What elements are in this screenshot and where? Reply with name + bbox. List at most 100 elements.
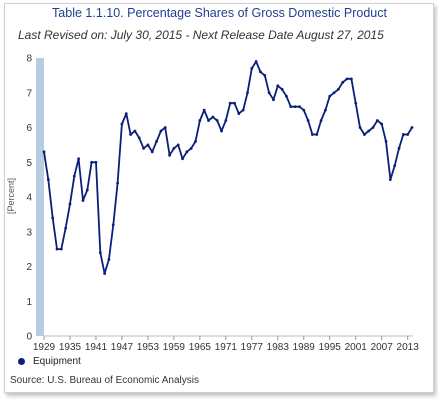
data-point bbox=[98, 251, 102, 255]
data-point bbox=[116, 181, 119, 185]
data-point bbox=[72, 174, 76, 178]
x-tick-label: 1971 bbox=[215, 342, 238, 353]
data-point bbox=[237, 112, 241, 115]
x-tick-label: 1983 bbox=[267, 342, 290, 353]
data-point bbox=[211, 115, 215, 119]
data-point bbox=[254, 60, 258, 63]
data-point bbox=[375, 119, 379, 122]
data-point bbox=[77, 157, 81, 161]
x-tick-label: 1995 bbox=[319, 342, 342, 353]
y-axis-label: [Percent] bbox=[6, 178, 16, 214]
legend-label-equipment: Equipment bbox=[33, 356, 81, 367]
data-point bbox=[68, 202, 72, 206]
data-point bbox=[103, 272, 107, 275]
data-point bbox=[142, 146, 145, 150]
data-point bbox=[207, 119, 210, 122]
data-point bbox=[354, 101, 358, 105]
data-point bbox=[397, 146, 401, 150]
data-point bbox=[267, 91, 271, 95]
data-point bbox=[220, 129, 223, 133]
data-point bbox=[298, 105, 301, 109]
data-point bbox=[401, 133, 405, 136]
data-point bbox=[341, 80, 345, 84]
data-point bbox=[233, 101, 236, 105]
data-point bbox=[337, 87, 340, 91]
x-tick-label: 1989 bbox=[293, 342, 316, 353]
y-tick-label: 1 bbox=[26, 297, 32, 308]
data-point bbox=[90, 160, 94, 164]
data-point bbox=[202, 108, 206, 112]
data-point bbox=[388, 178, 392, 182]
data-point bbox=[224, 119, 228, 122]
x-tick-label: 1965 bbox=[189, 342, 212, 353]
y-tick-label: 3 bbox=[26, 227, 32, 238]
data-point bbox=[185, 150, 189, 154]
data-point bbox=[289, 105, 293, 109]
data-point bbox=[59, 247, 63, 251]
data-point bbox=[319, 119, 323, 122]
y-tick-label: 5 bbox=[26, 158, 32, 169]
series-line-equipment bbox=[43, 60, 413, 275]
data-point bbox=[215, 119, 219, 122]
data-point bbox=[181, 157, 184, 161]
y-tick-label: 4 bbox=[26, 193, 32, 204]
data-point bbox=[272, 98, 275, 102]
data-point bbox=[345, 77, 349, 81]
data-point bbox=[189, 146, 193, 150]
data-point bbox=[163, 126, 167, 129]
data-point bbox=[146, 143, 150, 147]
data-point bbox=[81, 199, 85, 202]
data-point bbox=[46, 178, 50, 182]
y-axis-band bbox=[36, 58, 44, 336]
data-point bbox=[259, 70, 262, 74]
data-point bbox=[129, 133, 132, 136]
data-point bbox=[293, 105, 297, 109]
data-point bbox=[55, 247, 59, 251]
data-point bbox=[384, 140, 388, 143]
y-tick-label: 6 bbox=[26, 123, 32, 134]
x-tick-label: 2013 bbox=[397, 342, 420, 353]
x-tick-label: 1929 bbox=[33, 342, 56, 353]
data-point bbox=[393, 164, 397, 168]
data-point bbox=[250, 67, 254, 70]
data-point bbox=[332, 91, 336, 95]
y-tick-label: 7 bbox=[26, 88, 32, 99]
data-point bbox=[172, 146, 176, 150]
data-point bbox=[380, 122, 384, 126]
data-point bbox=[228, 101, 232, 105]
data-point bbox=[111, 223, 115, 227]
y-tick-label: 8 bbox=[26, 54, 32, 65]
data-point bbox=[276, 84, 280, 88]
data-point bbox=[328, 94, 332, 98]
series-layer bbox=[42, 60, 414, 275]
data-point bbox=[246, 91, 249, 95]
x-tick-label: 1953 bbox=[137, 342, 160, 353]
data-point bbox=[285, 94, 288, 98]
chart-card bbox=[4, 3, 434, 393]
y-tick-label: 0 bbox=[26, 332, 32, 343]
data-point bbox=[306, 119, 310, 122]
data-point bbox=[324, 108, 327, 112]
data-point bbox=[358, 126, 362, 129]
x-tick-label: 1941 bbox=[85, 342, 108, 353]
data-point bbox=[176, 143, 180, 147]
data-point bbox=[280, 87, 284, 91]
data-point bbox=[159, 129, 163, 133]
chart-title: Table 1.1.10. Percentage Shares of Gross… bbox=[52, 6, 387, 20]
chart-subtitle: Last Revised on: July 30, 2015 - Next Re… bbox=[18, 28, 384, 42]
data-point bbox=[137, 136, 141, 140]
data-point bbox=[362, 133, 366, 136]
data-point bbox=[302, 108, 306, 112]
data-point bbox=[349, 77, 353, 81]
data-point bbox=[133, 129, 137, 133]
data-point bbox=[94, 160, 98, 164]
data-point bbox=[51, 216, 55, 220]
data-point bbox=[263, 73, 267, 77]
source-note: Source: U.S. Bureau of Economic Analysis bbox=[10, 375, 199, 386]
data-point bbox=[155, 140, 158, 143]
data-point bbox=[124, 112, 128, 115]
data-point bbox=[150, 150, 154, 154]
data-point bbox=[64, 226, 68, 230]
data-point bbox=[42, 150, 46, 154]
